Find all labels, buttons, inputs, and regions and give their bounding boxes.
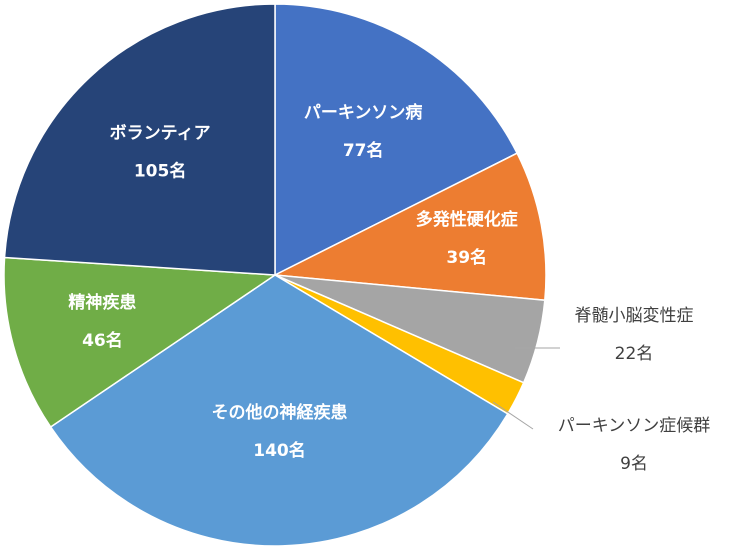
slice-name-label: パーキンソン病	[304, 102, 423, 123]
slice-name-label: 多発性硬化症	[416, 209, 518, 230]
slice-value-label: 39名	[446, 247, 487, 268]
slice-value-label: 105名	[134, 160, 187, 181]
pie-slice	[3, 256, 278, 429]
slice-name-label: 精神疾患	[68, 292, 136, 313]
pie-slice	[274, 3, 519, 277]
slice-name-label: その他の神経疾患	[212, 402, 348, 423]
slice-value-label: 9名	[620, 454, 648, 474]
slice-name-label: 脊髄小脳変性症	[575, 306, 694, 326]
slice-value-label: 46名	[82, 330, 123, 351]
leader-line	[492, 401, 534, 430]
slice-name-label: ボランティア	[110, 123, 211, 143]
slice-value-label: 22名	[615, 344, 654, 364]
slice-value-label: 77名	[343, 140, 384, 161]
pie-slice	[272, 152, 547, 302]
leader-lines	[492, 347, 560, 430]
pie-slice	[49, 274, 509, 547]
pie-slices	[3, 3, 547, 547]
slice-value-label: 140名	[253, 440, 306, 461]
slice-name-label: パーキンソン症候群	[558, 416, 711, 436]
pie-slice	[3, 3, 276, 276]
